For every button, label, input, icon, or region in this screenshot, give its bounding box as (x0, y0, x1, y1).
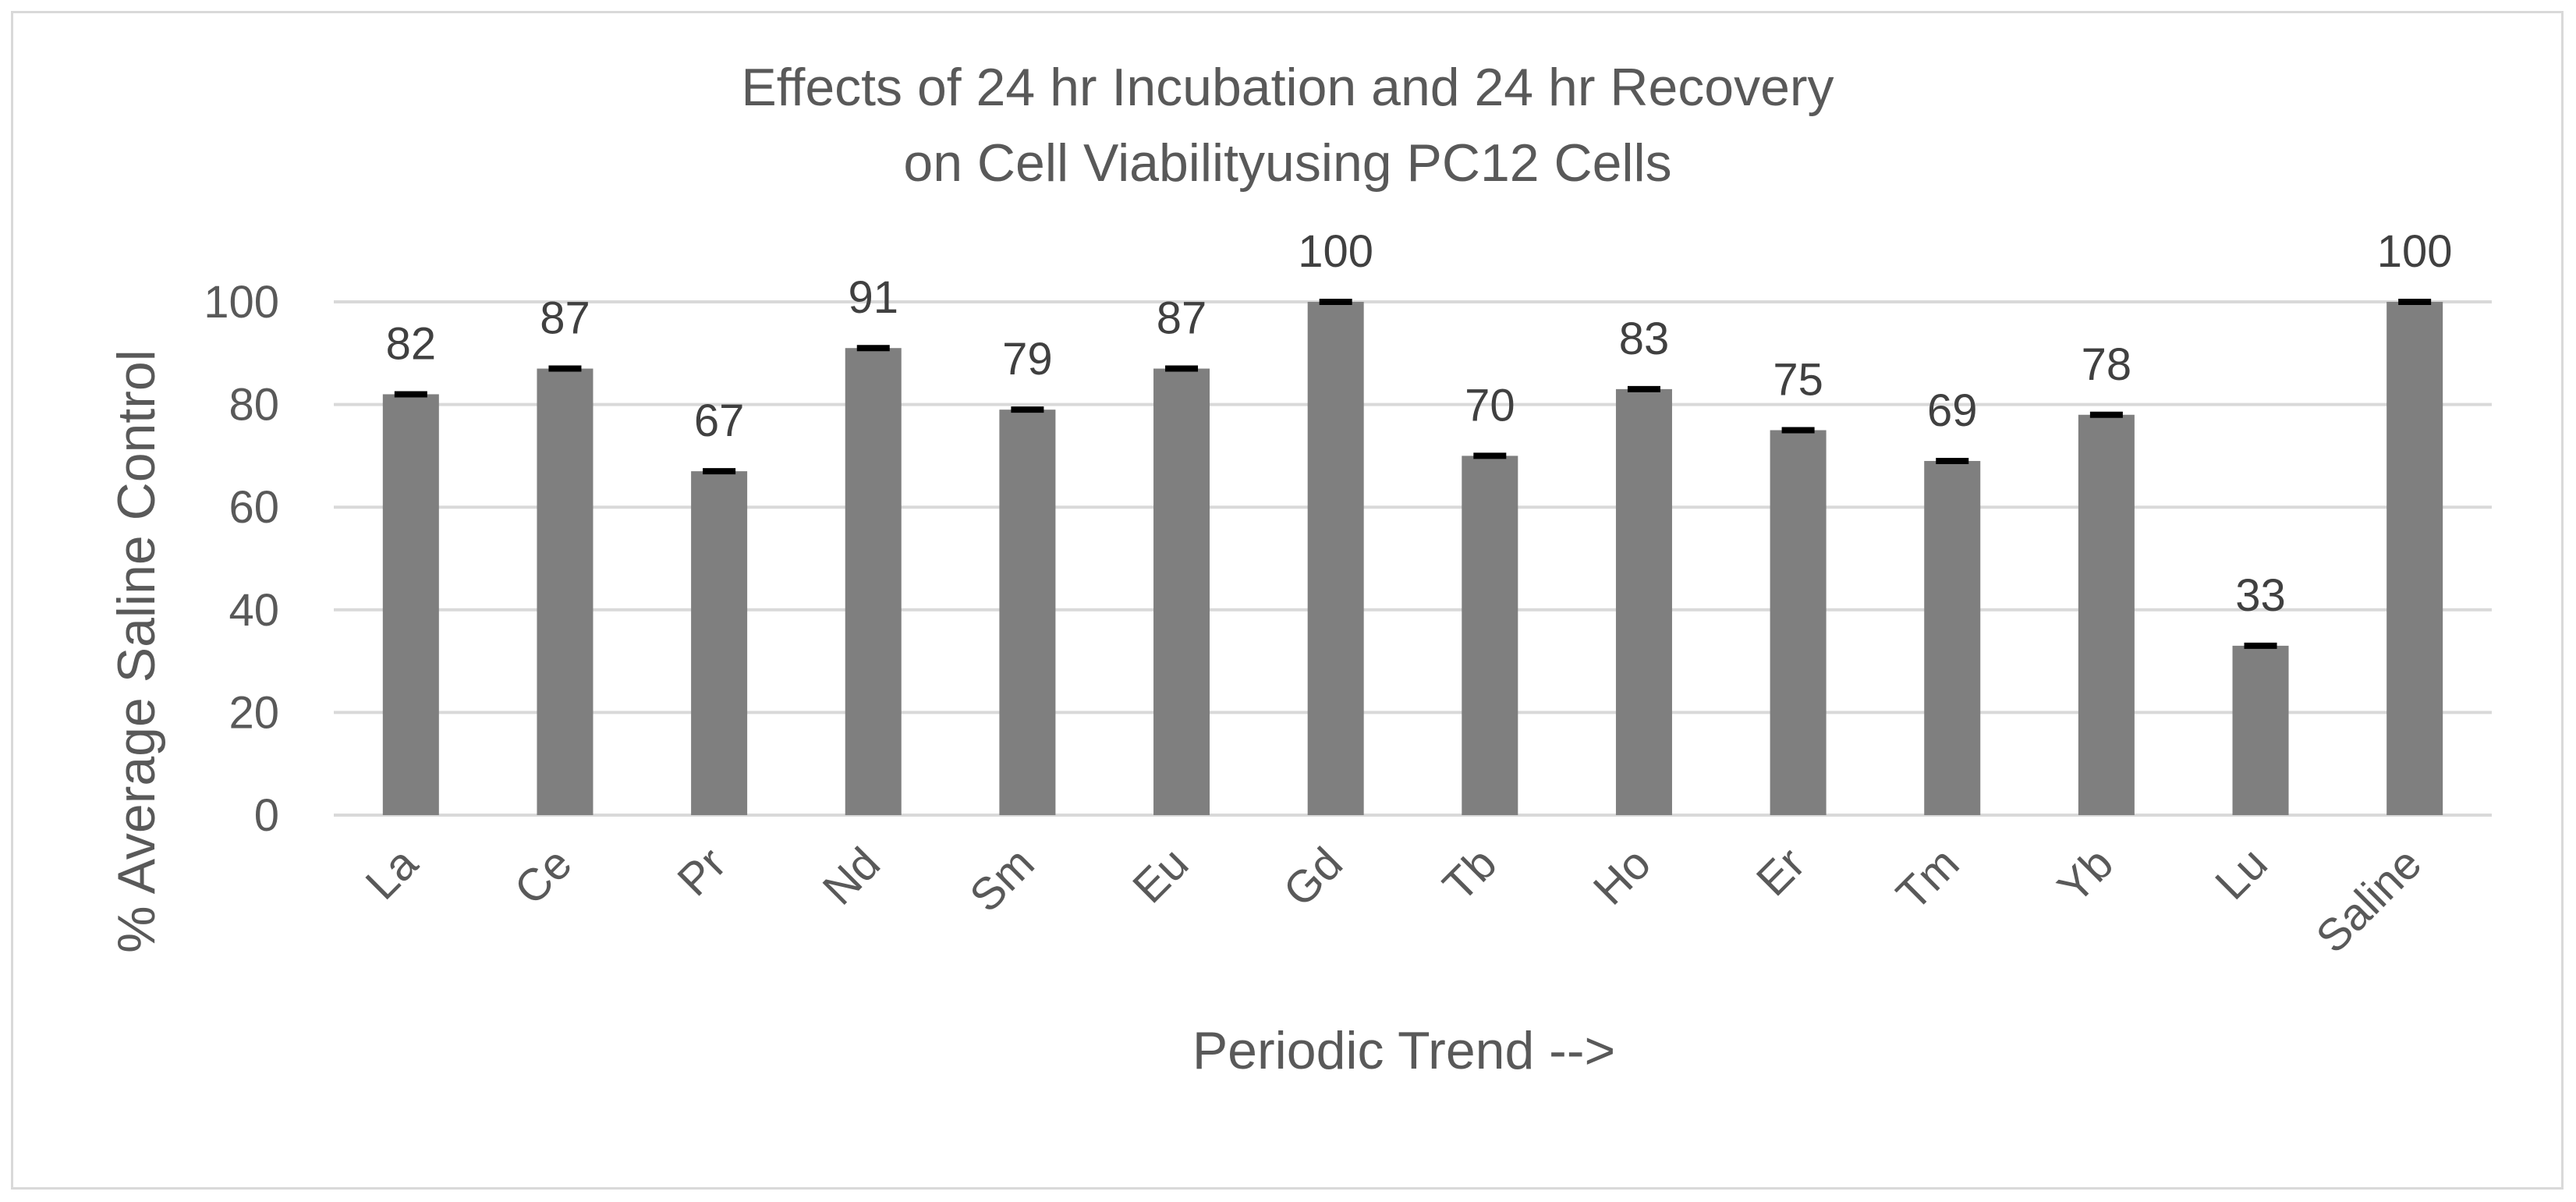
bar-tb (1462, 456, 1518, 815)
y-tick-label: 40 (229, 585, 279, 636)
y-tick-label: 100 (204, 277, 279, 328)
y-tick-label: 0 (254, 790, 279, 841)
data-label: 75 (1773, 355, 1823, 406)
gridlines (334, 300, 2492, 817)
x-tick-label: Nd (813, 838, 890, 914)
data-label: 78 (2082, 339, 2132, 390)
x-tick-label: Eu (1123, 838, 1198, 913)
bar-tm (1924, 460, 1981, 815)
data-label: 91 (848, 272, 898, 323)
x-tick-label: Tb (1433, 838, 1507, 911)
data-label: 83 (1619, 314, 1670, 364)
bar-lu (2232, 645, 2289, 815)
y-tick-label: 80 (229, 380, 279, 431)
x-axis-ticks: La Ce Pr Nd Sm Eu Gd Tb Ho Er Tm Yb Lu Saline (356, 838, 2431, 963)
x-tick-label: Yb (2048, 838, 2123, 913)
bars: 82 87 67 91 79 87 100 70 83 75 69 78 33 100 (382, 226, 2453, 816)
data-label: 70 (1465, 380, 1515, 431)
bar-sm (999, 410, 1056, 815)
data-label: 100 (2377, 226, 2453, 277)
data-label: 100 (1298, 226, 1373, 277)
bar-pr (691, 471, 748, 815)
data-label: 69 (1927, 385, 1978, 436)
y-tick-label: 20 (229, 687, 279, 738)
bar-nd (845, 348, 902, 816)
bar-er (1770, 430, 1827, 815)
bar-saline (2386, 302, 2443, 815)
x-tick-label: Er (1747, 838, 1815, 906)
bar-gd (1307, 302, 1364, 815)
x-axis-title: Periodic Trend --> (1192, 1021, 1615, 1080)
bar-ho (1615, 388, 1672, 815)
data-label: 87 (1157, 293, 1207, 344)
x-tick-label: Sm (960, 838, 1044, 921)
x-tick-label: Lu (2206, 838, 2277, 909)
y-axis-ticks: 0 20 40 60 80 100 (204, 277, 279, 841)
bar-eu (1153, 368, 1210, 815)
data-label: 79 (1002, 334, 1053, 385)
x-tick-label: Ce (505, 838, 581, 914)
x-tick-label: Ho (1584, 838, 1660, 914)
bar-ce (537, 368, 594, 815)
x-tick-label: Pr (668, 838, 735, 906)
x-tick-label: Gd (1274, 838, 1352, 917)
chart-title-line-2: on Cell Viabilityusing PC12 Cells (903, 133, 1671, 193)
chart-title-line-1: Effects of 24 hr Incubation and 24 hr Re… (741, 58, 1834, 117)
y-axis-title: % Average Saline Control (107, 349, 166, 953)
y-tick-label: 60 (229, 482, 279, 533)
data-label: 33 (2235, 570, 2286, 621)
x-tick-label: Tm (1887, 838, 1968, 920)
data-label: 67 (694, 395, 745, 446)
x-tick-label: La (356, 838, 427, 909)
bar-yb (2078, 414, 2135, 815)
x-tick-label: Saline (2306, 838, 2431, 963)
bar-la (382, 394, 439, 815)
data-label: 87 (540, 293, 590, 344)
data-label: 82 (386, 318, 437, 369)
